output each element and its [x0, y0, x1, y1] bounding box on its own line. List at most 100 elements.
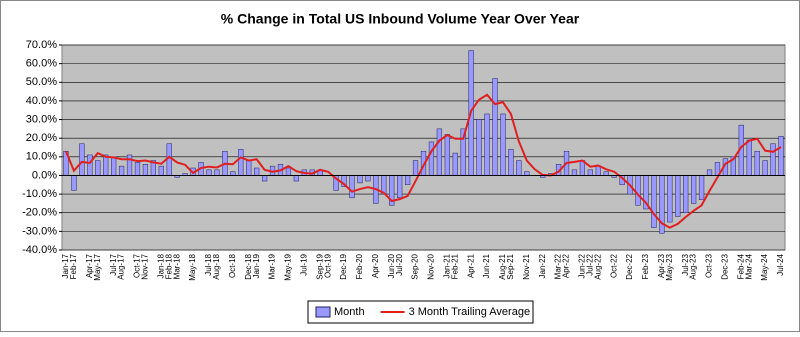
y-tick-label: 10.0% [26, 151, 57, 163]
bar [87, 154, 93, 176]
bar [111, 156, 117, 176]
bar [675, 175, 681, 217]
bar [452, 152, 458, 176]
bar [690, 175, 697, 204]
x-tick-label: May-18 [188, 253, 197, 280]
x-tick-label: Mar-22 [554, 253, 563, 279]
bar [444, 134, 450, 176]
x-tick-label: Nov-21 [522, 253, 531, 279]
bar [770, 143, 776, 176]
bar [158, 165, 164, 176]
x-tick-label: Jul-23 [681, 253, 690, 275]
x-tick-label: Dec-22 [625, 253, 634, 279]
x-tick-label: Aug-21 [498, 253, 507, 279]
x-tick-label: Feb-24 [736, 253, 745, 279]
x-tick-label: Jan-19 [252, 253, 261, 278]
bar [142, 164, 149, 176]
y-tick-label: 30.0% [26, 113, 57, 125]
x-tick-label: Jul-24 [776, 253, 785, 275]
x-tick-label: Oct-22 [609, 253, 618, 278]
bar [595, 165, 601, 176]
y-tick-label: 20.0% [26, 132, 57, 144]
line [65, 93, 782, 229]
bar [71, 175, 77, 191]
bar [126, 154, 133, 176]
x-tick-label: Jun-21 [482, 253, 491, 278]
bar [261, 175, 268, 182]
bar [365, 175, 371, 182]
bar [134, 162, 141, 176]
x-tick-label: Apr-20 [371, 253, 380, 278]
x-tick-label: Jun-22 [578, 253, 587, 278]
bar [246, 160, 252, 176]
x-tick-label: Mar-24 [744, 253, 753, 279]
y-tick-label: -10.0% [22, 188, 57, 200]
legend-label: 3 Month Trailing Average [409, 306, 530, 318]
bar [166, 143, 172, 176]
bar [254, 167, 260, 176]
x-tick-label: Oct-17 [133, 253, 142, 278]
bar [683, 175, 689, 213]
x-tick-label: Sep-20 [411, 253, 420, 279]
bar [635, 175, 641, 206]
x-tick-label: Feb-18 [164, 253, 173, 279]
x-tick-label: Apr-21 [466, 253, 475, 278]
bar [762, 160, 768, 176]
x-tick-label: Nov-17 [141, 253, 150, 279]
bar [778, 136, 784, 176]
bar [349, 175, 355, 199]
bar [516, 160, 522, 176]
x-tick-label: Apr-17 [85, 253, 94, 278]
bar [651, 175, 657, 228]
bar [508, 149, 514, 176]
x-tick-label: Jun-20 [387, 253, 396, 278]
x-tick-label: Sep-19 [315, 253, 324, 279]
legend-box [307, 300, 534, 324]
x-tick-label: Dec-23 [721, 253, 730, 279]
bar [524, 171, 530, 176]
x-tick-label: Feb-23 [641, 253, 650, 279]
x-tick-label: Oct-23 [705, 253, 714, 278]
bar [500, 113, 506, 176]
bar [404, 175, 411, 186]
x-tick-label: Jul-22 [585, 253, 594, 275]
bar [238, 149, 244, 176]
bar [206, 169, 212, 176]
x-tick-label: Jan-21 [442, 253, 451, 278]
bar [484, 113, 490, 176]
y-tick-label: 60.0% [26, 58, 57, 70]
bar [428, 141, 435, 176]
x-tick-label: Jan-22 [538, 253, 547, 278]
y-tick-label: 50.0% [26, 76, 57, 88]
bar [667, 175, 673, 223]
x-tick-label: Aug-22 [593, 253, 602, 279]
bar [118, 165, 125, 176]
x-tick-label: Apr-22 [562, 253, 571, 278]
x-tick-label: May-17 [93, 253, 102, 280]
bar [571, 169, 578, 176]
bar [436, 128, 443, 176]
bar [214, 169, 220, 176]
bar [285, 167, 292, 176]
bar [79, 143, 85, 176]
legend [307, 300, 534, 324]
x-tick-label: Feb-17 [69, 253, 78, 279]
x-tick-label: Dec-19 [339, 253, 348, 279]
bar [603, 171, 609, 176]
x-tick-label: Mar-19 [268, 253, 277, 279]
plot-area [61, 44, 786, 251]
x-tick-label: Feb-20 [355, 253, 364, 279]
x-tick-label: Sep-21 [506, 253, 515, 279]
y-tick-label: 70.0% [26, 39, 57, 51]
legend-swatch [315, 306, 331, 318]
x-tick-label: Aug-23 [689, 253, 698, 279]
x-tick-label: May-23 [665, 253, 674, 280]
x-tick-label: Jan-17 [61, 253, 70, 278]
legend-label: Month [334, 306, 365, 318]
x-tick-label: May-19 [284, 253, 293, 280]
y-tick-label: -40.0% [22, 244, 57, 256]
x-tick-label: Nov-20 [427, 253, 436, 279]
bar [476, 119, 482, 176]
bar [293, 175, 300, 182]
bar [698, 175, 705, 200]
